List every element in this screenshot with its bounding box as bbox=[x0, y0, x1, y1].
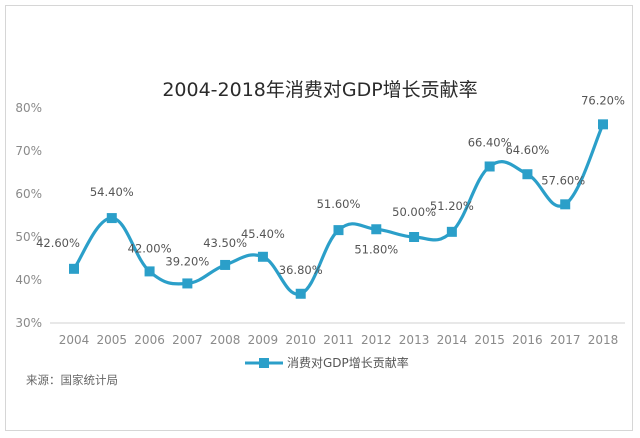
data-point bbox=[220, 259, 231, 270]
data-point bbox=[409, 232, 420, 242]
legend: 消费对GDP增长贡献率 bbox=[245, 355, 409, 370]
data-point bbox=[598, 119, 608, 130]
legend-label: 消费对GDP增长贡献率 bbox=[287, 355, 409, 370]
data-point bbox=[295, 288, 306, 299]
x-tick-label: 2011 bbox=[323, 333, 354, 347]
data-point bbox=[333, 225, 344, 236]
data-label: 50.00% bbox=[392, 205, 436, 219]
data-label: 51.20% bbox=[430, 199, 474, 213]
axes: 30% 40% 50% 60% 70% 80% 2004 2005 2006 2007 2008 20… bbox=[15, 101, 625, 347]
data-point bbox=[182, 278, 193, 289]
source-note: 来源：国家统计局 bbox=[26, 373, 118, 387]
data-point bbox=[446, 226, 457, 237]
data-label: 64.60% bbox=[505, 143, 549, 157]
data-label: 39.20% bbox=[165, 254, 209, 268]
chart-title: 2004-2018年消费对GDP增长贡献率 bbox=[162, 79, 477, 101]
data-point bbox=[371, 224, 382, 235]
y-tick-label: 50% bbox=[15, 230, 42, 244]
data-label: 51.60% bbox=[317, 197, 361, 211]
x-tick-label: 2013 bbox=[399, 333, 430, 347]
x-tick-label: 2010 bbox=[285, 333, 316, 347]
data-label: 66.40% bbox=[468, 135, 512, 149]
data-point bbox=[257, 251, 268, 262]
data-label: 42.60% bbox=[36, 236, 80, 250]
series-group: 42.60% 54.40% 42.00%39.20% 43.50%45.40% 36.8… bbox=[36, 93, 625, 299]
data-label: 43.50% bbox=[203, 236, 247, 250]
x-tick-label: 2012 bbox=[361, 333, 392, 347]
y-tick-label: 30% bbox=[15, 316, 42, 330]
data-point bbox=[144, 266, 155, 277]
data-point bbox=[560, 199, 571, 210]
x-tick-label: 2009 bbox=[248, 333, 279, 347]
data-point bbox=[69, 263, 79, 274]
legend-marker bbox=[259, 358, 269, 368]
x-tick-label: 2006 bbox=[134, 333, 165, 347]
y-tick-label: 40% bbox=[15, 273, 42, 287]
data-label: 54.40% bbox=[90, 185, 134, 199]
data-label: 51.80% bbox=[354, 242, 398, 256]
data-point bbox=[484, 161, 495, 172]
y-tick-label: 60% bbox=[15, 187, 42, 201]
data-label: 57.60% bbox=[541, 173, 585, 187]
x-tick-label: 2017 bbox=[550, 333, 581, 347]
data-point bbox=[522, 169, 533, 180]
x-tick-label: 2008 bbox=[210, 333, 241, 347]
x-tick-label: 2014 bbox=[437, 333, 468, 347]
x-tick-label: 2007 bbox=[172, 333, 203, 347]
data-label: 36.80% bbox=[279, 263, 323, 277]
data-point bbox=[106, 213, 117, 224]
y-tick-label: 80% bbox=[15, 101, 42, 115]
y-tick-label: 70% bbox=[15, 144, 42, 158]
data-label: 42.00% bbox=[128, 241, 172, 255]
x-tick-label: 2015 bbox=[474, 333, 505, 347]
data-label: 45.40% bbox=[241, 227, 285, 241]
data-label: 76.20% bbox=[581, 93, 625, 107]
x-tick-label: 2004 bbox=[59, 333, 90, 347]
x-tick-label: 2016 bbox=[512, 333, 543, 347]
x-tick-label: 2018 bbox=[588, 333, 619, 347]
x-tick-label: 2005 bbox=[97, 333, 128, 347]
